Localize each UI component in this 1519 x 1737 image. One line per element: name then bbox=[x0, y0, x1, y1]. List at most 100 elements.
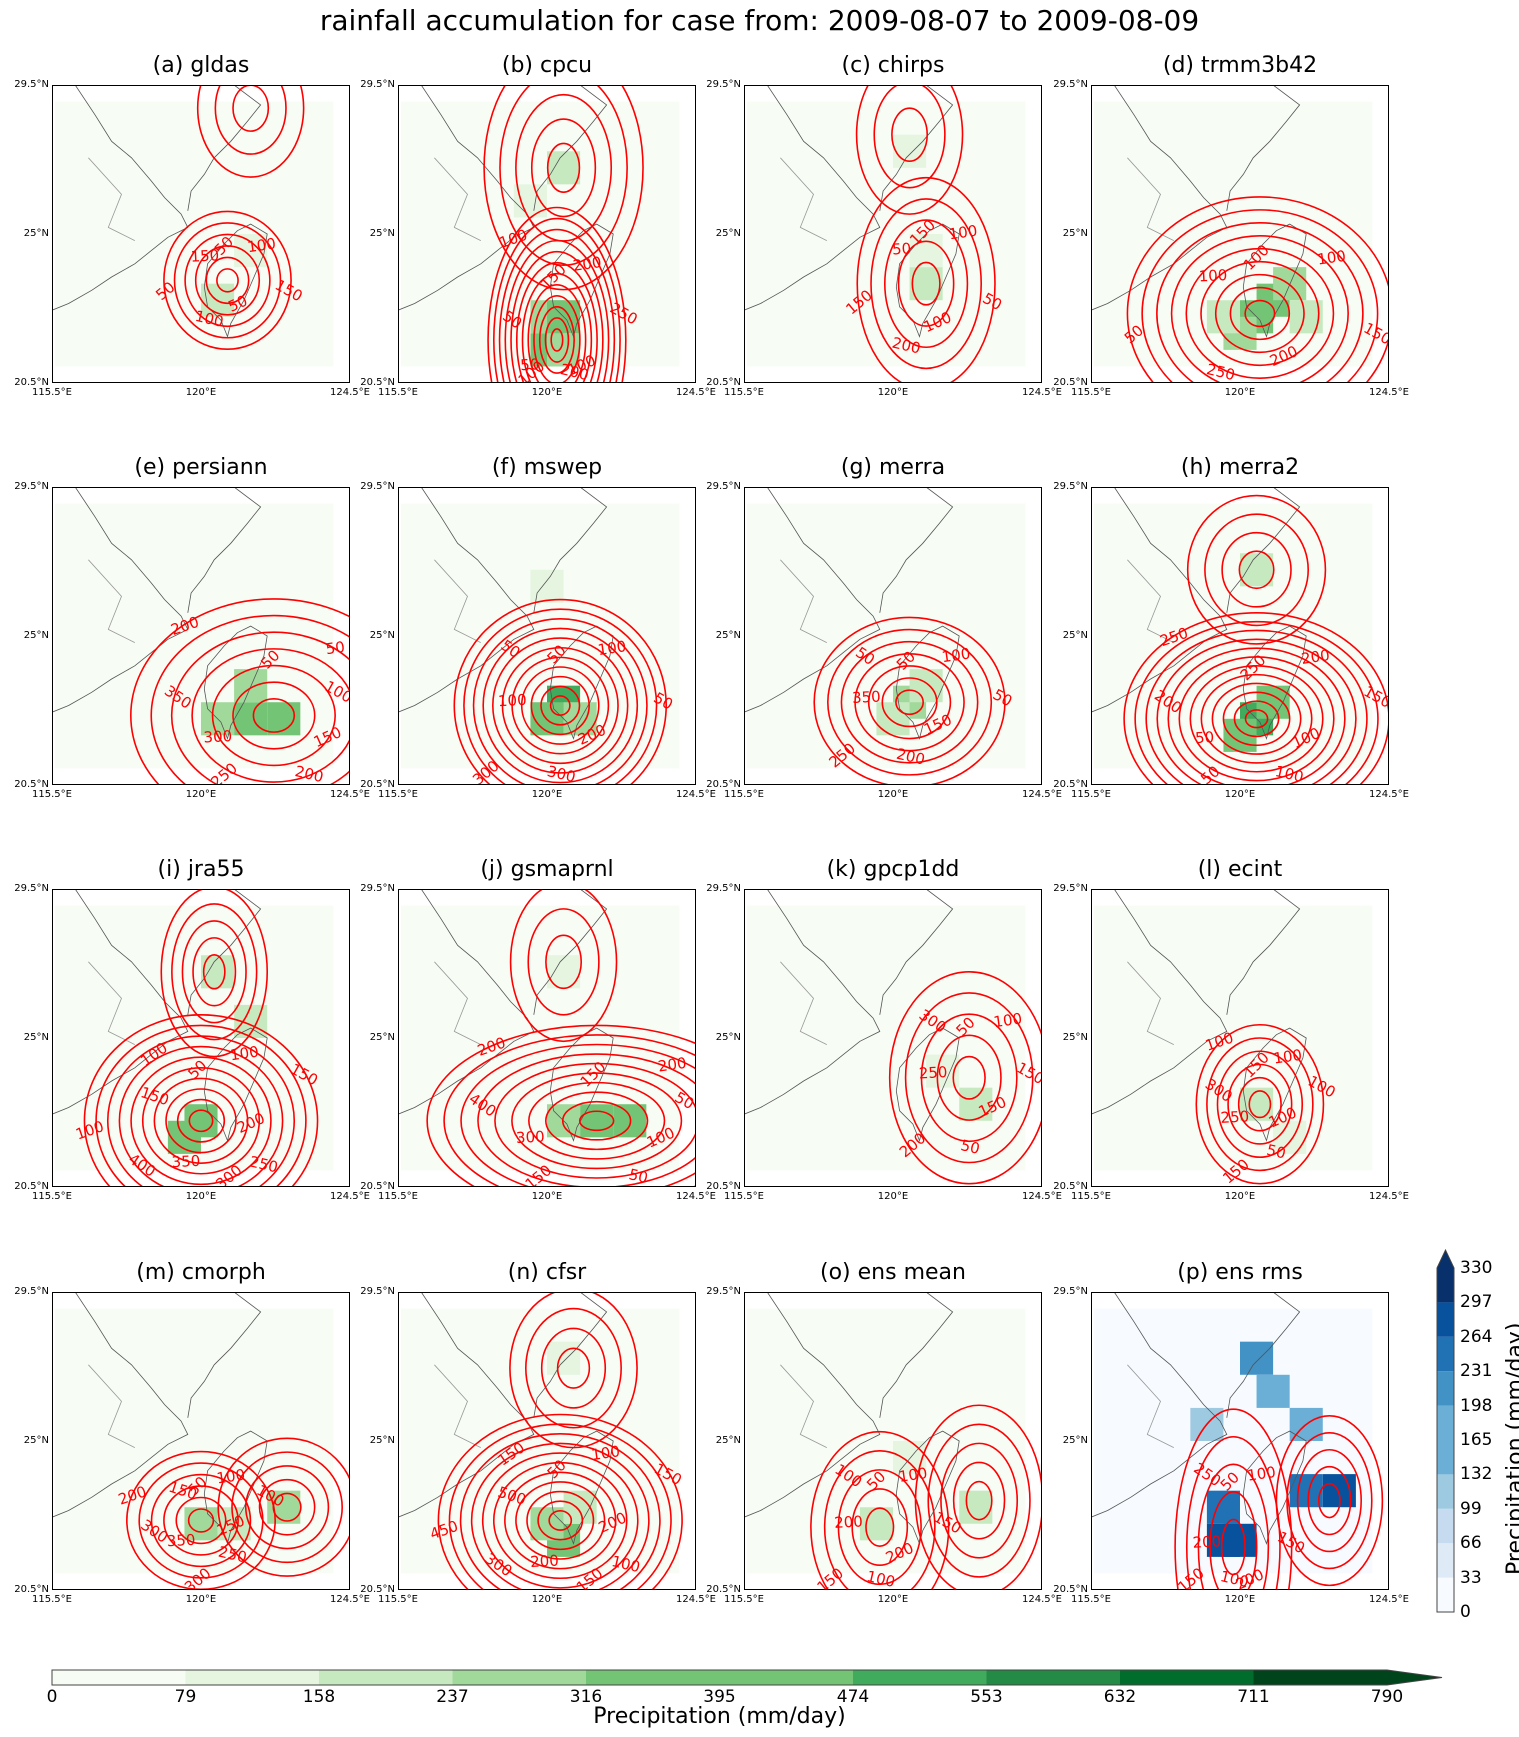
precip-cell bbox=[580, 1104, 614, 1138]
contour-line bbox=[515, 261, 598, 383]
contour-line bbox=[548, 1510, 573, 1531]
contour-line bbox=[171, 903, 258, 1041]
lat-tick-label: 20.5°N bbox=[1053, 1584, 1088, 1595]
contour-label: 200 bbox=[293, 762, 325, 786]
contour-line bbox=[1222, 691, 1291, 747]
coastline bbox=[398, 1292, 535, 1518]
contour-line bbox=[1156, 638, 1357, 785]
lat-tick-label: 20.5°N bbox=[14, 377, 49, 388]
contour-line bbox=[851, 1488, 909, 1567]
coastline bbox=[879, 85, 954, 211]
map-panel: (m) cmorph 50 100 100 150 250 300 350 300 200 150 2… bbox=[14, 1260, 370, 1605]
contour-line bbox=[258, 1478, 316, 1536]
map-panel: (c) chirps 150 100 50 100 200 150 50 29.5°N 25°N 2… bbox=[706, 53, 1062, 398]
contour-line bbox=[515, 93, 613, 242]
map-frame bbox=[744, 889, 1042, 1187]
contour-line bbox=[1189, 664, 1324, 773]
map-frame bbox=[744, 85, 1042, 383]
coastline bbox=[1226, 889, 1301, 1015]
contour-line bbox=[499, 85, 628, 267]
province-border bbox=[780, 157, 827, 241]
lon-tick-label: 115.5°E bbox=[724, 789, 764, 800]
contour-line bbox=[1233, 700, 1280, 738]
coastline bbox=[1091, 1292, 1228, 1518]
contour-line bbox=[891, 107, 929, 162]
contour-line bbox=[515, 1481, 606, 1560]
contour-line bbox=[252, 698, 296, 733]
map-panel: (h) merra2 250 200 150 100 100 50 50 200 250 29.5°… bbox=[1053, 455, 1409, 800]
contour-line bbox=[528, 1081, 666, 1160]
contour-label: 200 bbox=[572, 253, 603, 275]
contour-line bbox=[578, 1110, 615, 1132]
colorbar-label: Precipitation (mm/day) bbox=[1503, 1322, 1519, 1575]
taiwan-coastline bbox=[895, 1027, 960, 1142]
map-panel: (g) merra 50 100 50 150 200 250 350 50 29.5°N 25°N… bbox=[706, 455, 1062, 800]
lat-tick-label: 29.5°N bbox=[360, 1286, 395, 1297]
contour-line bbox=[187, 1508, 215, 1533]
lon-tick-label: 120°E bbox=[1224, 789, 1256, 800]
contour-line bbox=[494, 1062, 696, 1179]
contour-line bbox=[1216, 1050, 1304, 1159]
province-border bbox=[88, 961, 135, 1045]
contour-line bbox=[511, 1072, 683, 1170]
map-panel: (d) trmm3b42 100 100 150 200 250 50 100 29.5°N 25… bbox=[1053, 53, 1409, 398]
lon-tick-label: 124.5°E bbox=[1369, 789, 1409, 800]
panel-title: (m) cmorph bbox=[136, 1260, 266, 1285]
lat-tick-label: 25°N bbox=[23, 1032, 49, 1043]
contour-line bbox=[546, 142, 581, 193]
contour-line bbox=[481, 1452, 639, 1589]
contour-line bbox=[527, 908, 600, 1016]
contour-line bbox=[1126, 196, 1389, 383]
contour-line bbox=[881, 677, 938, 728]
province-border bbox=[88, 559, 135, 643]
contour-line bbox=[173, 222, 282, 339]
coastline bbox=[879, 889, 954, 1015]
contour-line bbox=[549, 695, 571, 716]
colorbar-tick-label: 132 bbox=[1460, 1464, 1493, 1485]
panel-title: (f) mswep bbox=[491, 455, 603, 480]
contour-line bbox=[504, 1471, 617, 1570]
contour-line bbox=[530, 118, 597, 218]
lon-tick-label: 115.5°E bbox=[724, 1594, 764, 1605]
map-frame bbox=[1091, 1292, 1389, 1590]
contour-line bbox=[1156, 222, 1364, 383]
contour-line bbox=[487, 206, 627, 383]
colorbar-segment bbox=[1437, 1268, 1454, 1303]
precip-cell bbox=[1256, 1374, 1290, 1408]
precip-cell bbox=[1223, 1523, 1257, 1557]
contour-line bbox=[1238, 550, 1275, 590]
map-frame bbox=[52, 889, 350, 1187]
precip-cell bbox=[563, 1490, 597, 1524]
contour-line bbox=[196, 85, 305, 178]
map-panel: (f) mswep 50 100 50 200 300 300 100 50 29.5°N 25°N… bbox=[360, 455, 716, 800]
lat-tick-label: 25°N bbox=[1062, 1435, 1088, 1446]
map-panel: (n) cfsr 50 100 150 200 100 150 200 300 450 500 150… bbox=[360, 1260, 716, 1605]
map-panel: (j) gsmaprnl 150 200 50 100 50 150 300 400 200 29.… bbox=[360, 857, 716, 1202]
contour-line bbox=[540, 1327, 607, 1409]
lon-tick-label: 124.5°E bbox=[1022, 789, 1062, 800]
lat-tick-label: 25°N bbox=[1062, 630, 1088, 641]
lon-tick-label: 120°E bbox=[877, 387, 909, 398]
contour-line bbox=[459, 1433, 661, 1590]
province-border bbox=[88, 1364, 135, 1448]
coastline bbox=[744, 487, 881, 713]
colorbar-segment bbox=[586, 1670, 720, 1685]
lon-tick-label: 115.5°E bbox=[378, 1191, 418, 1202]
map-panel: (a) gldas 50 100 150 50 100 50 150 29.5°N 25°N 20.… bbox=[14, 53, 370, 398]
colorbar-segment bbox=[853, 1670, 987, 1685]
province-border bbox=[1127, 559, 1174, 643]
map-frame bbox=[398, 487, 696, 785]
contour-label: 50 bbox=[1265, 1141, 1288, 1163]
panel-title: (k) gpcp1dd bbox=[826, 857, 960, 882]
contour-line bbox=[95, 1024, 307, 1187]
colorbar-segment bbox=[1437, 1474, 1454, 1509]
contour-line bbox=[823, 1450, 936, 1590]
coastline bbox=[533, 85, 608, 211]
coastline bbox=[52, 1292, 189, 1518]
colorbar-outline bbox=[51, 1669, 1443, 1686]
contour-line bbox=[453, 598, 667, 785]
map-frame bbox=[398, 85, 696, 383]
contour-line bbox=[211, 664, 336, 767]
